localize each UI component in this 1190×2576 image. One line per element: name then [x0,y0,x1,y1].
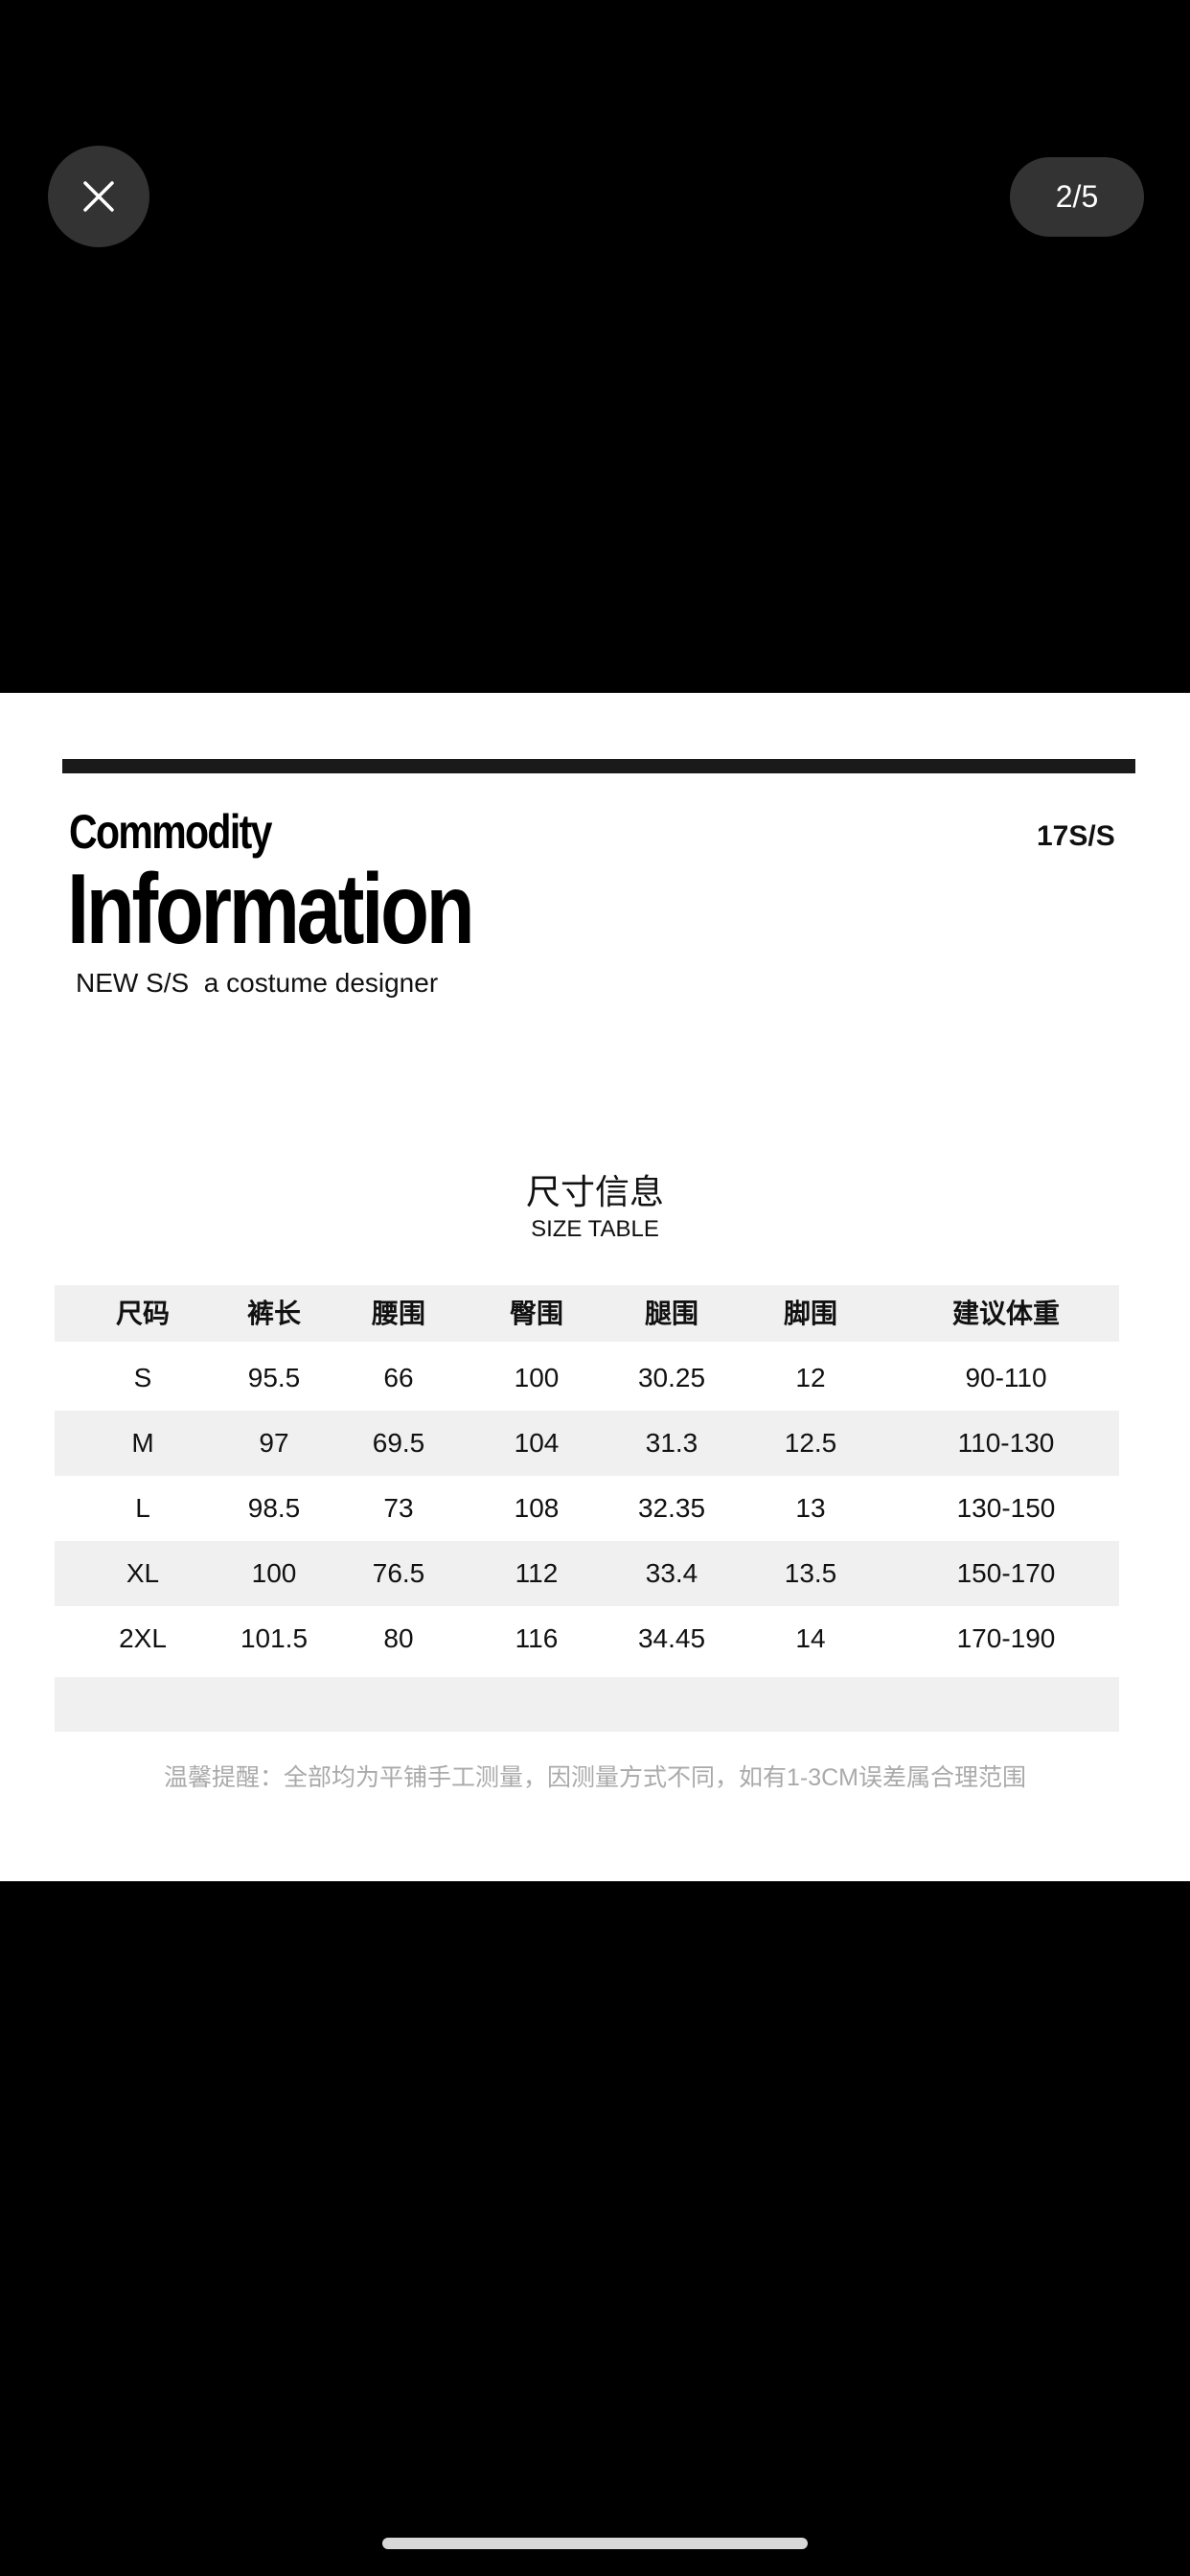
close-button[interactable] [48,146,149,247]
table-cell: 100 [251,1558,297,1588]
table-cell: 108 [514,1493,560,1523]
table-header: 尺码 裤长 腰围 臀围 腿围 脚围 建议体重 [55,1285,1119,1342]
table-cell: 12.5 [784,1428,837,1458]
table-cell: 34.45 [637,1623,706,1653]
table-cell: M [131,1428,154,1458]
table-cell: 30.25 [637,1363,706,1392]
table-row: L 98.5 73 108 32.35 13 130-150 [55,1476,1119,1541]
image-counter: 2/5 [1010,157,1144,237]
table-cell: 14 [795,1623,826,1653]
subtitle: NEW S/S a costume designer [76,968,439,998]
table-cell: 170-190 [956,1623,1056,1653]
table-cell: 69.5 [372,1428,425,1458]
table-cell: 66 [383,1363,414,1392]
table-cell: 130-150 [956,1493,1056,1523]
table-cell: 90-110 [965,1363,1047,1392]
table-row: 2XL 101.5 80 116 34.45 14 170-190 [55,1606,1119,1671]
measurement-note: 温馨提醒：全部均为平铺手工测量，因测量方式不同，如有1-3CM误差属合理范围 [163,1764,1026,1791]
table-cell: L [135,1493,150,1523]
header-cell: 腿围 [644,1298,698,1328]
header-cell: 尺码 [115,1298,170,1328]
table-cell: XL [126,1558,160,1588]
table-cell: 101.5 [240,1623,309,1653]
empty-row [55,1677,1119,1732]
table-cell: 98.5 [247,1493,301,1523]
table-cell: 104 [514,1428,560,1458]
table-cell: 112 [515,1558,559,1588]
table-cell: 13 [795,1493,826,1523]
header-cell: 腰围 [371,1298,425,1328]
header-cell: 建议体重 [951,1298,1060,1328]
table-cell: 2XL [119,1623,167,1653]
table-cell: 150-170 [956,1558,1056,1588]
table-cell: 97 [259,1428,289,1458]
header-cell: 裤长 [246,1298,301,1328]
size-title-en: SIZE TABLE [531,1216,659,1242]
season-label: 17S/S [1037,820,1115,852]
heading-large: Information [67,854,475,965]
header-cell: 脚围 [783,1298,837,1328]
table-cell: 32.35 [637,1493,706,1523]
table-cell: 95.5 [247,1363,301,1392]
table-cell: 13.5 [784,1558,837,1588]
table-cell: 116 [515,1623,559,1653]
table-row: S 95.5 66 100 30.25 12 90-110 [55,1346,1119,1411]
table-cell: S [133,1363,152,1392]
table-cell: 12 [795,1363,826,1392]
table-cell: 80 [383,1623,414,1653]
table-cell: 31.3 [645,1428,698,1458]
heading-small: Commodity [69,805,272,859]
product-image: Commodity Information NEW S/S a costume … [0,693,1190,1881]
table-cell: 76.5 [372,1558,425,1588]
header-cell: 臀围 [509,1298,563,1328]
size-table: 尺码 裤长 腰围 臀围 腿围 脚围 建议体重 S 95.5 66 100 30.25 12 90-110 M… [55,1285,1119,1732]
table-cell: 73 [383,1493,414,1523]
x-icon [83,181,114,212]
header-divider [62,759,1135,773]
table-row: XL 100 76.5 112 33.4 13.5 150-170 [55,1541,1119,1606]
table-cell: 100 [514,1363,560,1392]
table-row: M 97 69.5 104 31.3 12.5 110-130 [55,1411,1119,1476]
table-cell: 110-130 [957,1428,1055,1458]
home-indicator[interactable] [382,2538,808,2549]
table-cell: 33.4 [645,1558,698,1588]
size-title-cn: 尺寸信息 [525,1172,664,1211]
